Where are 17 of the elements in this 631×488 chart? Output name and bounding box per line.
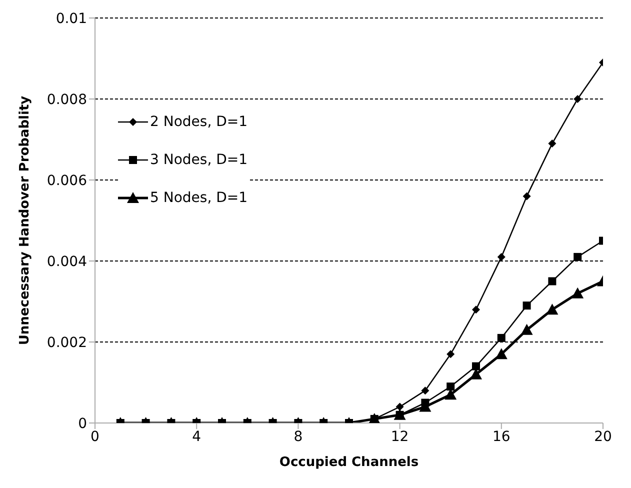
y-tick-label: 0.01 — [56, 10, 87, 27]
x-tick-label: 8 — [294, 428, 303, 445]
y-tick-label: 0.002 — [46, 334, 87, 351]
y-tick-label: 0.008 — [46, 92, 87, 108]
legend-label: 2 Nodes, D=1 — [150, 114, 248, 130]
legend-label: 3 Nodes, D=1 — [150, 152, 248, 168]
y-tick-label: 0.004 — [46, 254, 88, 270]
x-tick-label: 20 — [594, 428, 612, 445]
x-tick-label: 16 — [492, 428, 510, 445]
y-axis-title: Unnecessary Handover Probablity — [18, 95, 33, 346]
x-tick-label: 12 — [390, 428, 409, 445]
x-tick-label: 4 — [192, 428, 202, 445]
x-tick-label: 0 — [90, 428, 100, 445]
legend-label: 5 Nodes, D=1 — [150, 190, 248, 206]
x-axis-title: Occupied Channels — [279, 455, 419, 470]
y-tick-label: 0 — [78, 416, 87, 432]
y-tick-label: 0.006 — [46, 172, 88, 189]
